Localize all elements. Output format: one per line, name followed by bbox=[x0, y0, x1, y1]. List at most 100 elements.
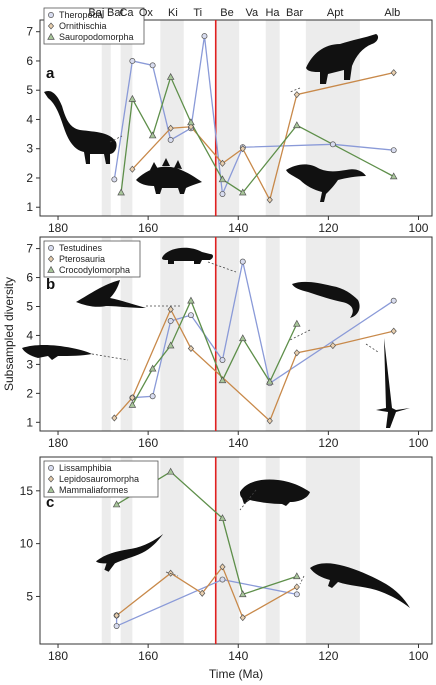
data-point-mammaliaformes bbox=[166, 467, 175, 475]
data-point-theropoda bbox=[111, 176, 118, 183]
data-point-ornithischia bbox=[293, 91, 300, 99]
y-tick-label: 3 bbox=[26, 142, 33, 156]
legend-marker bbox=[47, 475, 55, 483]
data-point-crocodylomorpha bbox=[187, 296, 195, 304]
data-point-ornithischia bbox=[390, 69, 397, 77]
theropod-silhouette bbox=[286, 164, 366, 202]
data-point-ornithischia bbox=[266, 196, 273, 204]
panel-letter-b: b bbox=[46, 276, 55, 293]
series-line-crocodylomorpha bbox=[131, 299, 298, 406]
data-point-theropoda bbox=[129, 58, 136, 64]
y-tick-label: 5 bbox=[26, 299, 33, 313]
mammaliaform-silhouette bbox=[240, 479, 310, 506]
data-point-mammaliaformes bbox=[112, 500, 121, 508]
data-point-pterosauria bbox=[390, 327, 397, 335]
legend-marker bbox=[47, 485, 55, 493]
y-tick-label: 10 bbox=[20, 537, 34, 551]
data-point-testudines bbox=[149, 393, 156, 400]
y-tick-label: 1 bbox=[26, 200, 33, 214]
legend-label-crocodylomorpha: Crocodylomorpha bbox=[59, 265, 130, 275]
panel-b: 1 2 3 4 5 6 7 180 160 140 120 100 TestudinesPterosau… bbox=[26, 236, 433, 450]
data-point-theropoda bbox=[329, 141, 336, 148]
series-line-ornithischia bbox=[131, 72, 394, 202]
stage-label-be: Be bbox=[220, 7, 233, 19]
data-point-ornithischia bbox=[219, 159, 226, 167]
legend-label-lissamphibia: Lissamphibia bbox=[59, 463, 112, 473]
data-point-testudines bbox=[167, 318, 174, 324]
data-point-lepidosauromorpha bbox=[113, 611, 120, 620]
stage-label-ki: Ki bbox=[168, 7, 178, 19]
data-point-crocodylomorpha bbox=[293, 319, 301, 327]
stage-band-0 bbox=[101, 237, 111, 431]
data-point-theropoda bbox=[201, 33, 208, 40]
series-line-lissamphibia bbox=[115, 578, 297, 628]
stage-label-alb: Alb bbox=[384, 7, 400, 19]
legend-label-ornithischia: Ornithischia bbox=[59, 21, 107, 31]
stage-band-1 bbox=[120, 237, 133, 431]
data-point-pterosauria bbox=[129, 394, 136, 402]
x-tick-label: 100 bbox=[408, 649, 428, 663]
data-point-mammaliaformes bbox=[218, 514, 227, 522]
data-point-theropoda bbox=[167, 136, 174, 143]
data-point-crocodylomorpha bbox=[266, 377, 274, 385]
data-point-sauropodomorpha bbox=[389, 172, 398, 180]
y-tick-label: 4 bbox=[26, 328, 33, 342]
y-tick-label: 15 bbox=[20, 484, 34, 498]
data-point-pterosauria bbox=[167, 305, 174, 313]
stage-band-5 bbox=[305, 457, 360, 644]
stage-label-bat: Bat bbox=[107, 7, 124, 19]
data-point-testudines bbox=[187, 312, 194, 319]
data-point-sauropodomorpha bbox=[238, 188, 247, 196]
legend-marker bbox=[48, 465, 54, 471]
data-point-sauropodomorpha bbox=[187, 118, 195, 126]
pterosaur-silhouette bbox=[76, 280, 146, 308]
data-point-sauropodomorpha bbox=[166, 72, 175, 80]
data-point-theropoda bbox=[149, 62, 156, 69]
data-point-sauropodomorpha bbox=[218, 175, 227, 183]
data-point-pterosauria bbox=[266, 417, 273, 425]
series-line-pterosauria bbox=[113, 307, 394, 422]
data-point-lepidosauromorpha bbox=[239, 614, 246, 622]
data-point-theropoda bbox=[390, 147, 397, 154]
lizard-silhouette bbox=[310, 563, 410, 608]
y-tick-label: 1 bbox=[26, 415, 33, 429]
y-tick-label: 4 bbox=[26, 112, 33, 126]
legend-box bbox=[43, 460, 159, 498]
data-point-sauropodomorpha bbox=[117, 188, 125, 196]
data-point-pterosauria bbox=[293, 349, 300, 357]
legend-marker bbox=[47, 265, 55, 273]
y-tick-label: 3 bbox=[26, 357, 33, 371]
crocodylomorph-left-silhouette bbox=[22, 345, 92, 360]
panel-frame bbox=[39, 456, 433, 645]
panel-c: 5 10 15 180 160 140 120 100 LissamphibiaLepidosa… bbox=[20, 456, 433, 663]
stegosaur-silhouette bbox=[136, 158, 202, 194]
connector-dashed-line bbox=[365, 343, 379, 353]
x-tick-label: 180 bbox=[48, 221, 68, 235]
legend-label-testudines: Testudines bbox=[59, 243, 103, 253]
legend-label-mammaliaformes: Mammaliaformes bbox=[59, 485, 129, 495]
y-tick-label: 5 bbox=[26, 83, 33, 97]
stage-band-2 bbox=[160, 457, 184, 644]
stage-band-3 bbox=[215, 457, 240, 644]
x-tick-label: 120 bbox=[318, 436, 338, 450]
x-tick-label: 140 bbox=[228, 221, 248, 235]
stage-label-apt: Apt bbox=[327, 7, 344, 19]
ornithopod-silhouette bbox=[306, 34, 379, 84]
y-tick-label: 7 bbox=[26, 242, 33, 256]
panel-letter-a: a bbox=[46, 65, 55, 82]
legend-marker bbox=[47, 32, 55, 40]
stage-label-ti: Ti bbox=[193, 7, 202, 19]
x-tick-label: 100 bbox=[408, 436, 428, 450]
legend-marker bbox=[47, 22, 55, 30]
connector-dashed-line bbox=[299, 575, 305, 585]
legend-marker bbox=[48, 245, 54, 251]
legend-marker bbox=[48, 12, 54, 18]
stage-band-4 bbox=[265, 20, 280, 216]
data-point-testudines bbox=[239, 258, 246, 265]
stage-label-ox: Ox bbox=[139, 7, 154, 19]
x-tick-label: 120 bbox=[318, 649, 338, 663]
stage-band-5 bbox=[305, 237, 360, 431]
data-point-crocodylomorpha bbox=[238, 334, 247, 342]
stage-label-baj: Baj bbox=[88, 7, 104, 19]
data-point-lepidosauromorpha bbox=[199, 589, 206, 597]
